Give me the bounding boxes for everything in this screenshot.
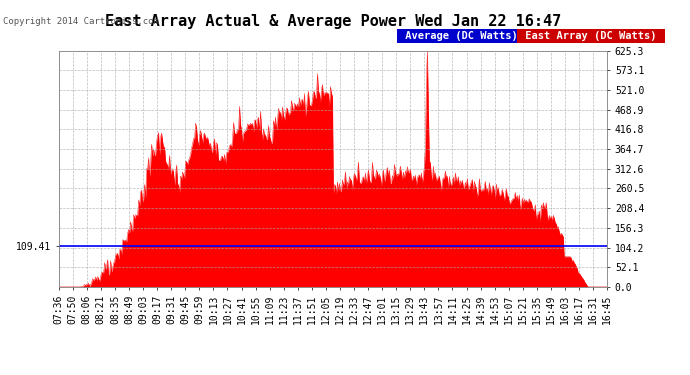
Title: East Array Actual & Average Power Wed Jan 22 16:47: East Array Actual & Average Power Wed Ja… <box>105 13 561 28</box>
Text: East Array (DC Watts): East Array (DC Watts) <box>520 31 663 41</box>
Text: Average (DC Watts): Average (DC Watts) <box>399 31 524 41</box>
Text: Copyright 2014 Cartronics.com: Copyright 2014 Cartronics.com <box>3 17 159 26</box>
